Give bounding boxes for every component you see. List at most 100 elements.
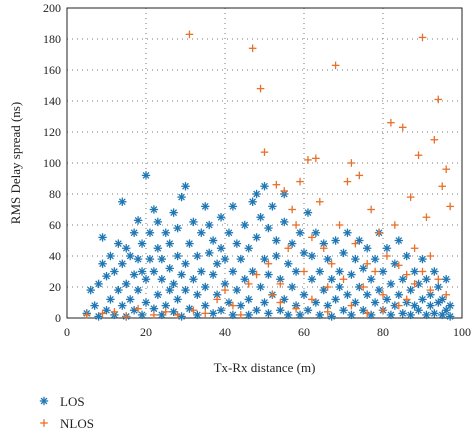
nlos-point — [434, 95, 443, 104]
nlos-point — [300, 267, 308, 276]
los-point — [141, 171, 151, 180]
los-point — [315, 310, 324, 320]
los-point — [284, 310, 293, 320]
y-tick-label: 200 — [43, 1, 61, 15]
los-point — [438, 295, 447, 304]
los-point — [418, 295, 427, 304]
los-point — [157, 310, 166, 320]
los-point — [331, 295, 340, 304]
los-point — [374, 285, 384, 295]
los-point — [398, 309, 407, 318]
los-point — [335, 282, 344, 292]
los-point — [299, 248, 309, 258]
nlos-point — [280, 187, 289, 195]
los-point — [252, 306, 261, 315]
x-tick-label: 60 — [298, 325, 310, 339]
nlos-point — [331, 61, 340, 70]
los-point — [106, 295, 115, 304]
y-tick-label: 80 — [49, 187, 61, 201]
los-point — [445, 312, 455, 321]
los-point — [118, 301, 127, 310]
los-point — [264, 223, 273, 233]
plot-area-frame — [66, 7, 463, 319]
nlos-point — [410, 280, 419, 288]
nlos-point — [98, 309, 107, 318]
los-point — [114, 239, 123, 248]
los-point — [129, 228, 139, 237]
los-point — [137, 310, 147, 320]
nlos-point — [406, 193, 415, 201]
nlos-point — [316, 197, 324, 206]
los-point — [189, 217, 198, 227]
nlos-point — [347, 159, 356, 167]
nlos-point — [264, 259, 273, 268]
los-point — [295, 310, 305, 320]
los-point — [394, 236, 403, 245]
los-point — [287, 239, 297, 248]
los-point — [327, 312, 336, 321]
los-point — [347, 310, 356, 320]
los-point — [177, 270, 186, 279]
los-point — [303, 208, 313, 217]
los-point — [189, 275, 198, 284]
los-point — [351, 254, 360, 264]
los-point — [370, 254, 380, 264]
los-point — [272, 251, 281, 261]
los-point — [236, 254, 245, 264]
nlos-point — [351, 239, 360, 248]
los-point — [236, 301, 245, 310]
los-point — [315, 267, 324, 276]
los-point — [129, 306, 139, 315]
los-point — [422, 310, 431, 320]
los-point — [201, 282, 210, 292]
los-point — [264, 309, 273, 318]
los-point — [197, 267, 206, 276]
nlos-point — [260, 148, 269, 156]
los-point — [133, 285, 143, 295]
los-point — [102, 306, 111, 315]
los-point — [260, 254, 269, 264]
los-point — [366, 310, 376, 320]
los-point — [422, 275, 431, 284]
nlos-point — [221, 286, 229, 294]
los-point — [370, 298, 380, 307]
nlos-point — [363, 309, 371, 318]
los-point — [165, 239, 174, 248]
los-point — [98, 259, 107, 268]
los-point — [339, 306, 348, 315]
los-point — [181, 285, 190, 295]
los-point — [319, 285, 328, 295]
los-point — [181, 259, 190, 268]
nlos-point — [438, 182, 447, 191]
los-point — [398, 275, 407, 284]
los-point — [291, 267, 301, 276]
los-point — [193, 251, 202, 261]
los-point — [363, 244, 372, 253]
los-point — [264, 270, 273, 279]
los-point — [363, 290, 372, 299]
x-tick-label: 0 — [64, 325, 70, 339]
nlos-point — [402, 270, 411, 279]
nlos-point — [229, 301, 237, 310]
los-point — [228, 202, 238, 211]
nlos-point — [110, 308, 119, 316]
los-point — [181, 182, 190, 191]
los-point — [228, 267, 238, 276]
los-point — [122, 244, 131, 253]
los-point — [256, 213, 265, 222]
nlos-point — [422, 213, 431, 222]
los-point — [327, 275, 336, 284]
y-tick-label: 20 — [49, 280, 61, 294]
x-tick-label: 20 — [140, 325, 152, 339]
nlos-point — [252, 270, 261, 279]
y-tick-label: 120 — [43, 125, 61, 139]
los-point — [145, 228, 155, 237]
los-point — [232, 285, 242, 295]
los-point — [169, 279, 178, 289]
los-point — [106, 251, 115, 261]
nlos-point — [150, 311, 158, 319]
los-point — [86, 285, 95, 295]
nlos-point — [185, 30, 194, 39]
nlos-point — [312, 154, 320, 163]
nlos-point — [284, 244, 292, 253]
